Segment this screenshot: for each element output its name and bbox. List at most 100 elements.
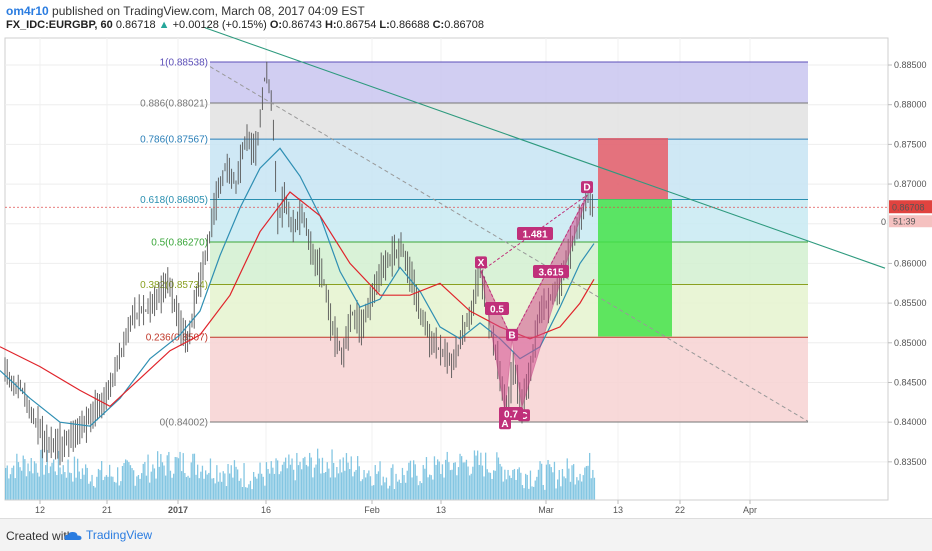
volume-bar [198, 478, 200, 500]
volume-bar [424, 468, 426, 500]
volume-bar [149, 482, 151, 500]
volume-bar [245, 487, 247, 500]
volume-bar [461, 456, 463, 500]
volume-bar [131, 468, 133, 500]
dashed-projection-line[interactable] [209, 66, 809, 422]
volume-bar [358, 466, 360, 500]
fib-level-label: 0.5(0.86270) [151, 238, 208, 249]
time-tick-label: 13 [613, 505, 623, 515]
volume-bar [43, 474, 45, 500]
volume-bar [440, 473, 442, 500]
volume-bar [473, 450, 476, 500]
volume-bar [307, 466, 309, 500]
volume-bar [14, 478, 16, 500]
volume-bar [472, 466, 474, 500]
pattern-point-a[interactable] [499, 417, 511, 430]
volume-bar [496, 452, 498, 500]
volume-bar [160, 454, 162, 500]
volume-bar [69, 472, 71, 500]
price-axis[interactable]: 0.88500 0.88000 0.87500 0.87000 0.86000 0.855… [881, 38, 932, 500]
volume-bar [365, 477, 367, 500]
countdown-label: 51:39 [893, 217, 916, 227]
volume-bar [411, 477, 413, 500]
trend-line[interactable] [204, 27, 886, 269]
volume-bars [5, 448, 596, 500]
volume-bar [381, 485, 383, 500]
long-position-tool[interactable] [598, 138, 672, 337]
volume-bar [416, 475, 418, 500]
volume-bar [262, 476, 264, 500]
volume-bar [86, 467, 88, 500]
volume-bar [585, 466, 588, 500]
volume-bar [465, 459, 468, 500]
pattern-ratio-label: 3.615 [538, 268, 563, 279]
volume-bar [299, 461, 301, 500]
volume-bar [533, 486, 535, 500]
volume-bar [25, 476, 28, 500]
volume-bar [469, 475, 471, 500]
volume-bar [51, 462, 53, 500]
volume-bar [293, 469, 295, 500]
volume-bar [425, 457, 428, 500]
volume-bar [158, 466, 160, 500]
symbol-label[interactable]: FX_IDC:EURGBP, 60 [6, 19, 113, 31]
volume-bar [485, 452, 487, 500]
volume-bar [30, 458, 32, 500]
pattern-point-d[interactable] [581, 181, 593, 194]
volume-bar [430, 475, 432, 500]
author-link[interactable]: om4r10 [6, 4, 49, 18]
drawn-trend-lines[interactable] [5, 27, 888, 422]
time-tick-label: 13 [436, 505, 446, 515]
current-price-badge[interactable] [889, 200, 932, 214]
volume-bar [387, 488, 389, 500]
volume-bar [261, 473, 263, 500]
volume-bar [566, 458, 568, 500]
price-tick-label: 0.84500 [894, 377, 927, 387]
stop-loss-zone[interactable] [598, 138, 668, 200]
volume-bar [457, 467, 460, 500]
volume-bar [581, 481, 583, 500]
price-tick-label: 0.85500 [894, 298, 927, 308]
volume-bar [133, 470, 135, 500]
volume-bar [17, 462, 20, 500]
harmonic-pattern[interactable]: X A B C D 0.5 0.7 1.481 3.615 [475, 181, 593, 430]
volume-bar [272, 467, 274, 500]
volume-bar [369, 476, 372, 500]
volume-bar [57, 450, 60, 500]
open-label: O: [269, 19, 283, 31]
last-price: 0.86718 [115, 19, 156, 31]
price-chart[interactable]: 1(0.88538) 0.886(0.88021) 0.786(0.87567) 0.… [0, 0, 932, 518]
volume-bar [120, 481, 122, 500]
pattern-point-b[interactable] [506, 328, 518, 341]
volume-bar [481, 465, 484, 500]
volume-bar [366, 473, 368, 500]
volume-bar [453, 462, 455, 500]
volume-bar [384, 482, 386, 500]
volume-bar [137, 475, 140, 500]
pattern-point-x[interactable] [475, 256, 487, 269]
volume-bar [577, 480, 580, 500]
volume-bar [569, 481, 572, 500]
time-axis[interactable]: 12 21 2017 16 Feb 13 Mar 13 22 Apr [5, 499, 888, 515]
volume-bar [219, 472, 221, 500]
fib-level-label: 0(0.84002) [160, 418, 208, 429]
volume-bar [291, 458, 293, 500]
volume-bar [273, 473, 276, 500]
volume-bar [326, 462, 328, 500]
tradingview-link[interactable]: TradingView [64, 528, 152, 542]
volume-bar [448, 462, 450, 500]
volume-bar [24, 459, 26, 500]
volume-bar [301, 469, 303, 500]
volume-bar [462, 462, 464, 500]
volume-bar [88, 483, 90, 500]
fibonacci-retracement[interactable]: 1(0.88538) 0.886(0.88021) 0.786(0.87567) 0.… [140, 58, 808, 429]
volume-bar [192, 453, 194, 500]
volume-bar [257, 473, 260, 500]
volume-bar [480, 452, 482, 500]
volume-bar [9, 474, 12, 500]
take-profit-zone[interactable] [598, 199, 672, 337]
volume-bar [216, 465, 218, 500]
volume-bar [536, 476, 538, 500]
volume-bar [22, 455, 24, 500]
volume-bar [553, 461, 556, 500]
